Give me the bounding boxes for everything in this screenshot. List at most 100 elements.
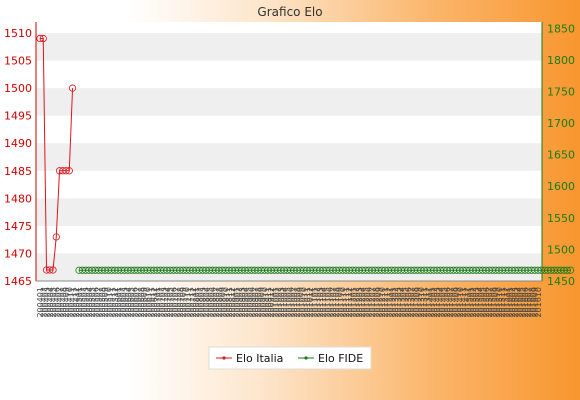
x-tick-label: 200407 bbox=[56, 287, 65, 318]
x-tick-label: 201109 bbox=[335, 287, 344, 318]
x-tick-label: 200612 bbox=[150, 287, 159, 318]
right-tick-label: 1800 bbox=[547, 54, 575, 67]
x-tick-label: 200406 bbox=[52, 287, 61, 318]
x-tick-label: 200712 bbox=[189, 287, 198, 318]
x-tick-label: 201110 bbox=[339, 287, 348, 318]
chart-title: Grafico Elo bbox=[257, 5, 322, 19]
x-tick-label: 201503 bbox=[472, 287, 481, 318]
x-tick-label: 201609 bbox=[531, 287, 540, 318]
x-tick-label: 201606 bbox=[521, 287, 530, 318]
x-tick-label: 201009 bbox=[296, 287, 305, 318]
data-point bbox=[68, 84, 77, 92]
x-tick-label: 201406 bbox=[443, 287, 452, 318]
x-tick-label: 200708 bbox=[176, 287, 185, 318]
x-tick-label: 201101 bbox=[309, 287, 318, 318]
x-tick-label: 200906 bbox=[248, 287, 257, 318]
left-tick-label: 1490 bbox=[4, 137, 32, 150]
x-tick-label: 200810 bbox=[222, 287, 231, 318]
x-tick-label: 200908 bbox=[254, 287, 263, 318]
x-tick-label: 201308 bbox=[410, 287, 419, 318]
x-tick-label: 201508 bbox=[488, 287, 497, 318]
x-tick-label: 200705 bbox=[166, 287, 175, 318]
legend: Elo Italia Elo FIDE bbox=[208, 346, 372, 370]
x-tick-label: 200907 bbox=[251, 287, 260, 318]
x-tick-label: 200502 bbox=[78, 287, 87, 318]
x-tick-label: 200603 bbox=[121, 287, 130, 318]
x-tick-label: 201410 bbox=[456, 287, 465, 318]
grid-bands bbox=[36, 22, 542, 281]
right-tick-label: 1500 bbox=[547, 243, 575, 256]
x-tick-label: 201210 bbox=[378, 287, 387, 318]
x-tick-label: 201402 bbox=[430, 287, 439, 318]
x-tick-label: 201002 bbox=[274, 287, 283, 318]
x-tick-label: 200505 bbox=[88, 287, 97, 318]
x-tick-label: 201311 bbox=[420, 287, 429, 318]
data-point bbox=[566, 266, 575, 274]
data-point bbox=[36, 34, 44, 43]
left-tick-label: 1470 bbox=[4, 247, 32, 260]
x-tick-label: 200801 bbox=[192, 287, 201, 318]
legend-label-fide: Elo FIDE bbox=[318, 352, 363, 365]
x-tick-label: 200711 bbox=[186, 287, 195, 318]
x-tick-label: 200809 bbox=[218, 287, 227, 318]
left-tick-label: 1465 bbox=[4, 275, 32, 288]
x-tick-label: 200607 bbox=[134, 287, 143, 318]
x-tick-label: 201108 bbox=[332, 287, 341, 318]
x-tick-label: 201411 bbox=[459, 287, 468, 318]
left-tick-label: 1485 bbox=[4, 165, 32, 178]
x-tick-label: 200807 bbox=[212, 287, 221, 318]
x-tick-label: 200905 bbox=[244, 287, 253, 318]
x-tick-label: 201312 bbox=[423, 287, 432, 318]
data-point bbox=[65, 167, 73, 175]
x-tick-label: 200610 bbox=[143, 287, 152, 318]
x-tick-label: 201302 bbox=[391, 287, 400, 318]
x-tick-label: 201306 bbox=[404, 287, 413, 318]
x-tick-label: 201107 bbox=[329, 287, 338, 318]
x-tick-label: 201007 bbox=[290, 287, 299, 318]
x-tick-label: 201209 bbox=[375, 287, 384, 318]
x-tick-label: 200411 bbox=[69, 287, 78, 318]
x-tick-label: 200608 bbox=[137, 287, 146, 318]
x-axis-ticks: 2004012004022004032004042004052004062004… bbox=[36, 287, 543, 318]
x-tick-label: 201201 bbox=[348, 287, 357, 318]
x-tick-label: 201605 bbox=[518, 287, 527, 318]
x-tick-label: 201607 bbox=[524, 287, 533, 318]
left-tick-label: 1495 bbox=[4, 110, 32, 123]
x-tick-label: 200504 bbox=[85, 287, 94, 318]
left-axis-ticks: 1465 1470 1475 1480 1485 1490 1495 1500 1505 1510 bbox=[4, 27, 32, 288]
x-tick-label: 200405 bbox=[49, 287, 58, 318]
legend-box bbox=[208, 346, 372, 370]
x-tick-label: 200904 bbox=[241, 287, 250, 318]
legend-marker-fide bbox=[304, 356, 308, 360]
x-tick-label: 201403 bbox=[433, 287, 442, 318]
x-tick-label: 201102 bbox=[313, 287, 322, 318]
right-tick-label: 1650 bbox=[547, 149, 575, 162]
x-tick-label: 201011 bbox=[303, 287, 312, 318]
x-tick-label: 200611 bbox=[147, 287, 156, 318]
x-tick-label: 200401 bbox=[36, 287, 45, 318]
x-tick-label: 201405 bbox=[440, 287, 449, 318]
x-tick-label: 201202 bbox=[352, 287, 361, 318]
x-tick-label: 200511 bbox=[108, 287, 117, 318]
right-tick-label: 1550 bbox=[547, 212, 575, 225]
x-tick-label: 201207 bbox=[368, 287, 377, 318]
x-tick-label: 200803 bbox=[199, 287, 208, 318]
left-tick-label: 1500 bbox=[4, 82, 32, 95]
x-tick-label: 201211 bbox=[381, 287, 390, 318]
x-tick-label: 200812 bbox=[228, 287, 237, 318]
x-tick-label: 201507 bbox=[485, 287, 494, 318]
x-tick-label: 201303 bbox=[394, 287, 403, 318]
x-tick-label: 201206 bbox=[365, 287, 374, 318]
right-tick-label: 1750 bbox=[547, 85, 575, 98]
x-tick-label: 200404 bbox=[46, 287, 55, 318]
x-tick-label: 201511 bbox=[498, 287, 507, 318]
left-tick-label: 1480 bbox=[4, 192, 32, 205]
x-tick-label: 201603 bbox=[511, 287, 520, 318]
x-tick-label: 201006 bbox=[287, 287, 296, 318]
x-tick-label: 200902 bbox=[235, 287, 244, 318]
x-tick-label: 201104 bbox=[319, 287, 328, 318]
x-tick-label: 201404 bbox=[436, 287, 445, 318]
x-tick-label: 200702 bbox=[156, 287, 165, 318]
right-tick-label: 1600 bbox=[547, 180, 575, 193]
